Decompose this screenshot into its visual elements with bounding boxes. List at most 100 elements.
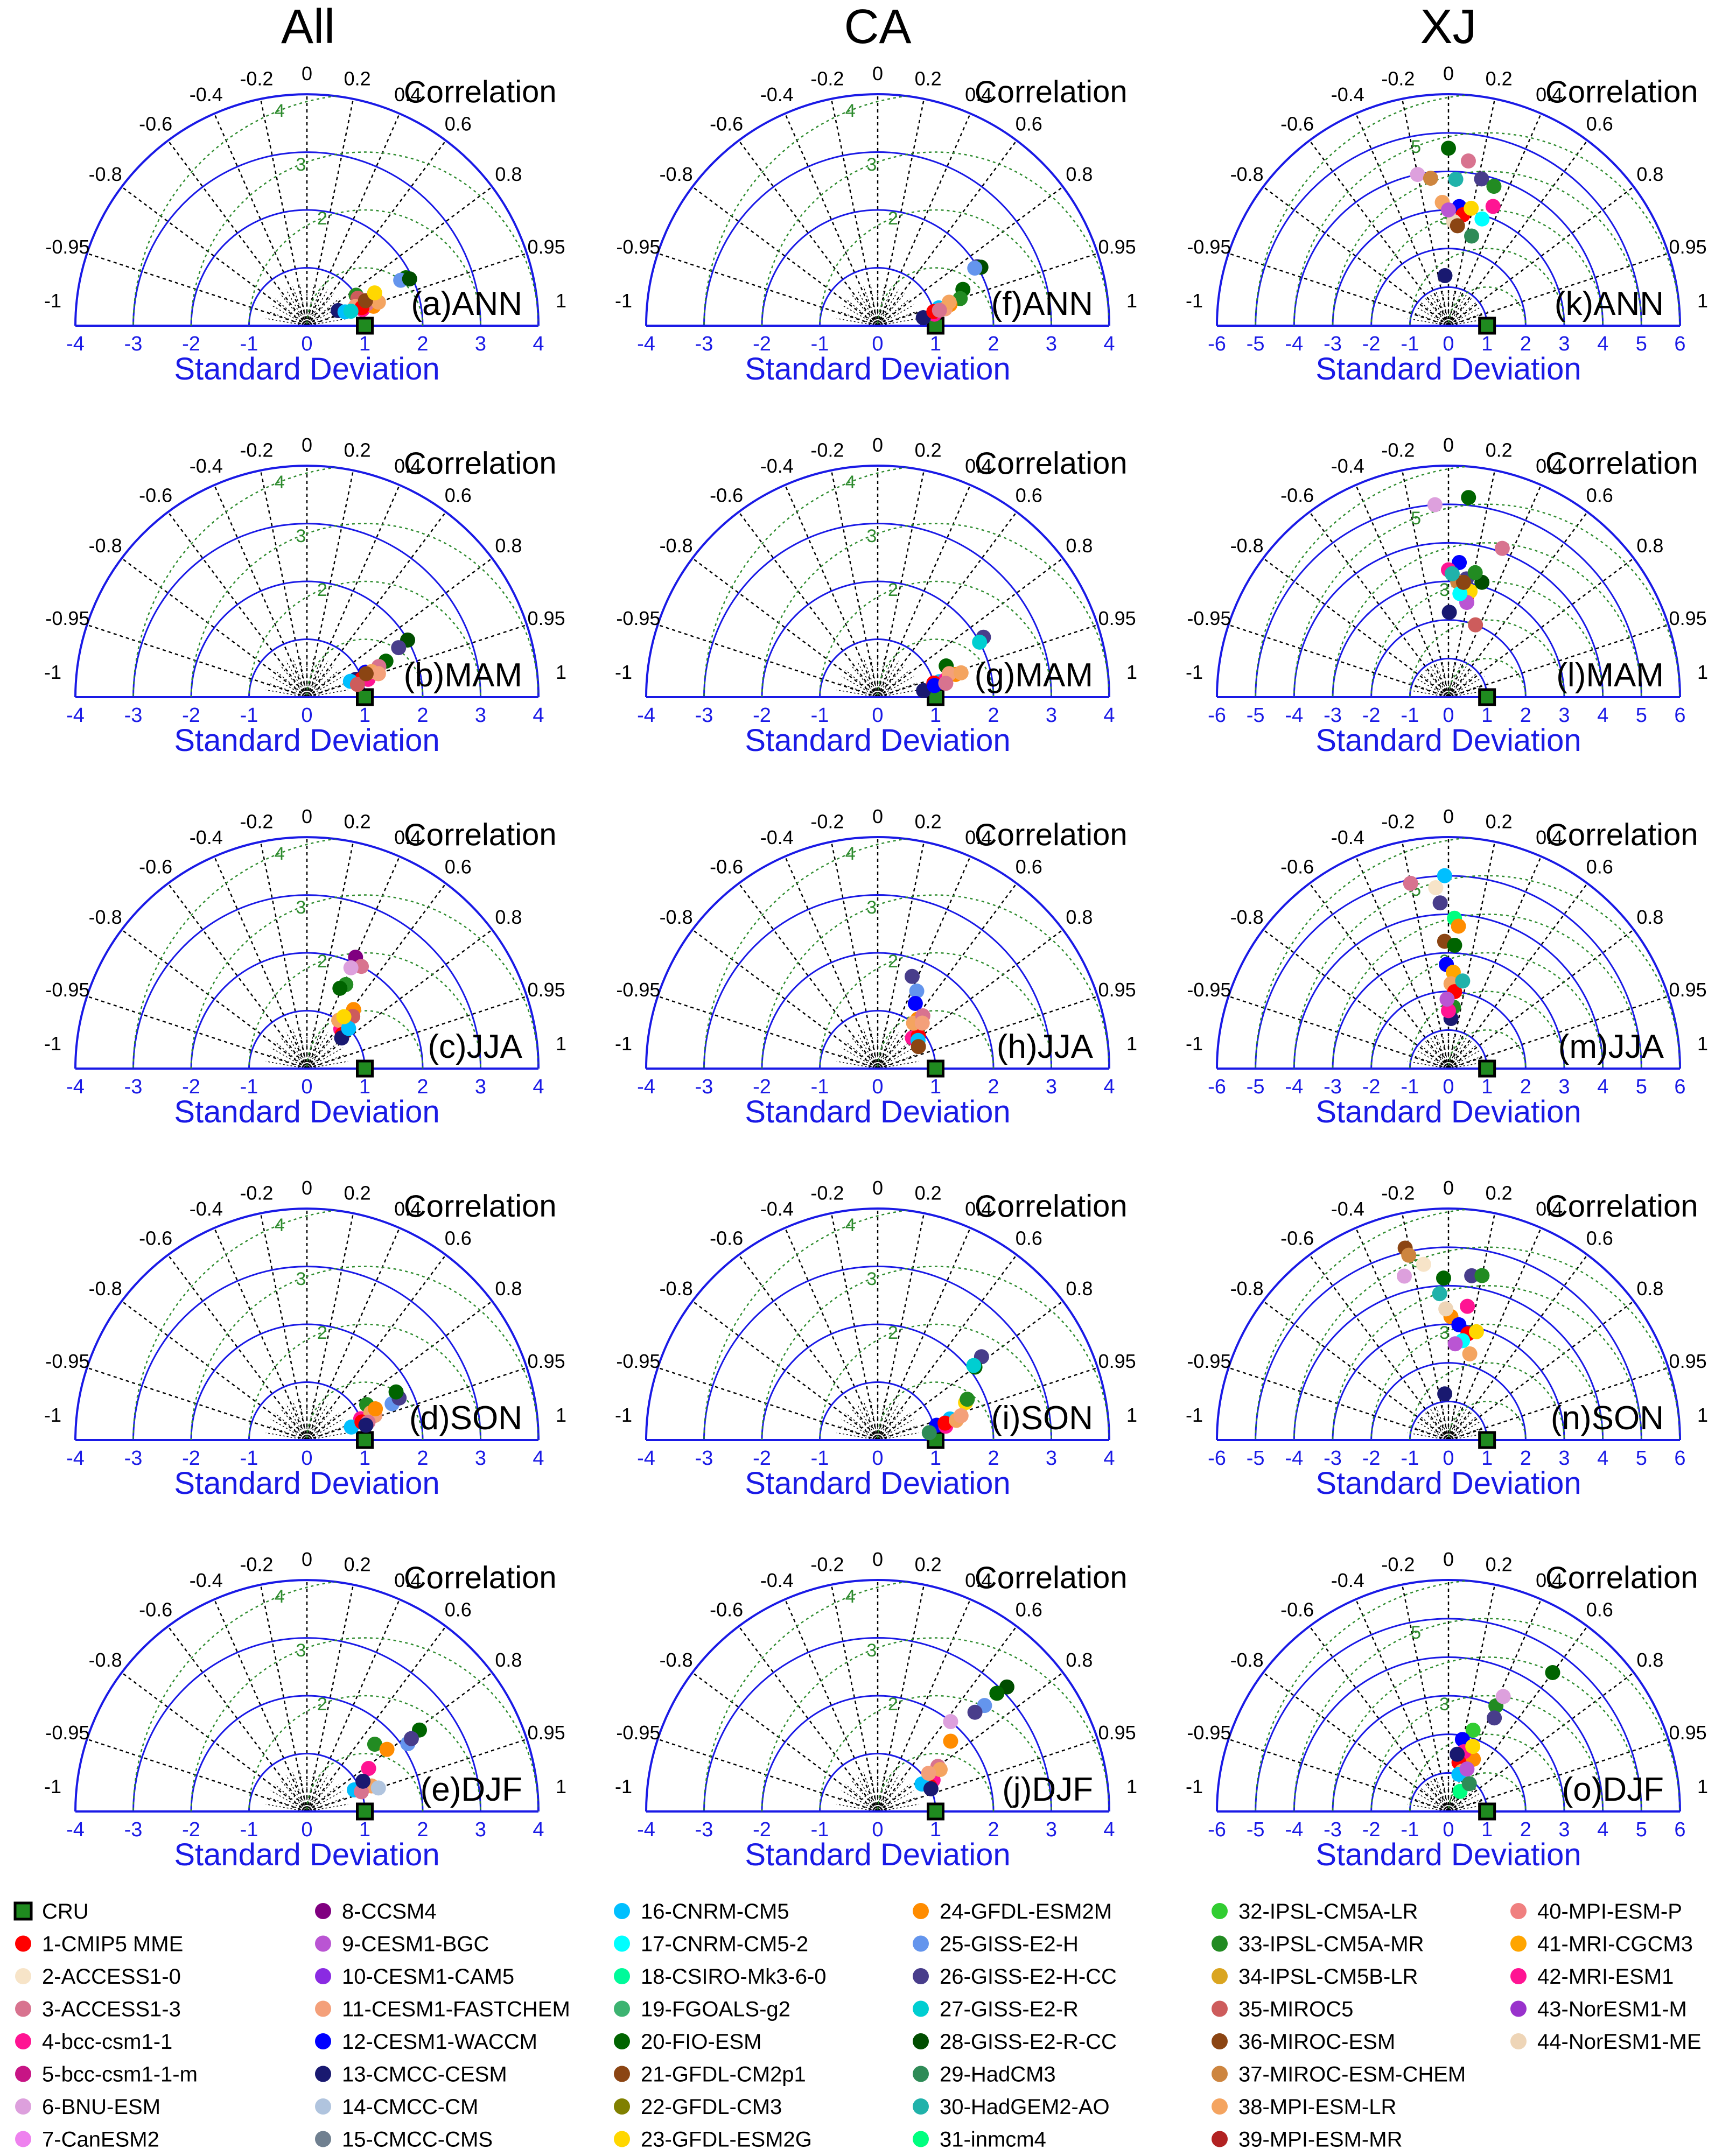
- origin-fan-line: [306, 670, 339, 698]
- legend-swatch: [1212, 2098, 1228, 2115]
- rms-arc: [1409, 1362, 1565, 1440]
- origin-fan-line: [841, 1418, 878, 1441]
- std-tick-label: -3: [1324, 704, 1342, 727]
- legend-item: 31-inmcm4: [913, 2128, 1046, 2152]
- legend-item: 38-MPI-ESM-LR: [1212, 2095, 1396, 2119]
- rms-arc: [877, 638, 995, 697]
- correlation-tick-label: 0.4: [1536, 1569, 1563, 1591]
- origin-fan-line: [856, 661, 878, 698]
- std-tick-label: 5: [1636, 1076, 1647, 1098]
- std-tick-label: -1: [811, 1818, 829, 1841]
- std-tick-label: -2: [182, 1076, 200, 1098]
- model-point: [367, 1737, 382, 1752]
- std-axis-title: Standard Deviation: [745, 1094, 1010, 1129]
- origin-fan-line: [1448, 1399, 1457, 1441]
- origin-fan-line: [306, 289, 328, 326]
- model-point: [358, 1417, 374, 1433]
- model-point: [379, 1741, 395, 1757]
- origin-fan-line: [841, 676, 878, 698]
- origin-fan-line: [268, 682, 307, 698]
- correlation-tick-label: -0.8: [1230, 1277, 1264, 1300]
- model-point: [1465, 1723, 1481, 1738]
- rms-arcs: [132, 466, 538, 697]
- legend-label: 38-MPI-ESM-LR: [1238, 2095, 1396, 2119]
- reference-point: [1478, 1059, 1496, 1078]
- correlation-tick-label: 0.6: [445, 113, 472, 135]
- correlation-tick-label: -0.4: [760, 1198, 794, 1220]
- legend-item: 11-CESM1-FASTCHEM: [315, 1998, 570, 2021]
- rms-arc: [1370, 1323, 1604, 1440]
- model-point: [1447, 937, 1462, 953]
- correlation-tick-label: -1: [44, 1404, 61, 1426]
- legend-swatch: [913, 1903, 929, 1919]
- correlation-tick-label: -1: [1186, 661, 1203, 683]
- std-arc: [1409, 657, 1488, 698]
- legend-item: 23-GFDL-ESM2G: [614, 2128, 812, 2152]
- origin-fan-line: [306, 293, 334, 326]
- correlation-tick-label: 0.6: [1586, 1227, 1613, 1249]
- std-tick-label: 1: [1481, 1076, 1493, 1098]
- origin-fan-line: [1433, 658, 1449, 698]
- std-tick-label: 4: [533, 1447, 544, 1470]
- origin-fan-line: [836, 1061, 878, 1069]
- std-tick-label: -4: [1285, 1076, 1303, 1098]
- legend: CRU 1-CMIP5 MME 2-ACCESS1-0 3-ACCESS1-3 4-bc…: [13, 1900, 1702, 2152]
- origin-fan-line: [1427, 289, 1449, 326]
- legend-swatch: [15, 2131, 31, 2147]
- std-arc: [74, 836, 540, 1069]
- correlation-tick-label: -0.8: [1230, 535, 1264, 557]
- panel-label: (a)ANN: [411, 285, 522, 322]
- model-point: [1461, 490, 1476, 505]
- legend-item: 44-NorESM1-ME: [1510, 2030, 1702, 2054]
- correlation-tick-label: 0.2: [344, 1553, 371, 1575]
- legend-label: 7-CanESM2: [42, 2128, 159, 2152]
- std-tick-label: -6: [1208, 704, 1226, 727]
- std-tick-label: -2: [182, 1818, 200, 1841]
- correlation-axis-label: Correlation: [404, 446, 557, 481]
- std-tick-label: -3: [124, 1818, 143, 1841]
- std-tick-label: -3: [1324, 333, 1342, 355]
- correlation-tick-label: -0.4: [760, 83, 794, 106]
- model-point: [967, 1704, 983, 1720]
- correlation-tick-label: -0.6: [1280, 1599, 1314, 1621]
- rms-arc: [1409, 619, 1565, 697]
- rms-label: 3: [866, 1640, 877, 1661]
- rms-arc: [306, 1753, 424, 1811]
- taylor-panel: 3 5 -1 -0.95 -0.8 -0.6 -0.4 -0.2 0 0.2 0.4 0.6 0.8 0.…: [1186, 1177, 1708, 1501]
- correlation-tick-label: 0: [1443, 434, 1454, 456]
- model-point: [1495, 1689, 1511, 1704]
- correlation-tick-label: 0.4: [1536, 455, 1563, 477]
- origin-fan-line: [1433, 1772, 1449, 1812]
- correlation-tick-label: -0.8: [1230, 1649, 1264, 1671]
- model-point: [370, 1780, 386, 1796]
- origin-fan-line: [292, 1401, 307, 1441]
- model-point: [989, 1686, 1005, 1701]
- rms-label: 4: [275, 472, 285, 493]
- std-arc: [190, 1323, 424, 1441]
- std-tick-label: 3: [475, 1447, 486, 1470]
- rms-arc: [306, 267, 424, 326]
- taylor-panel: 2 3 4 -1 -0.95 -0.8 -0.6 -0.4 -0.2 0 0.2 0.4 0.6 0.8 0…: [615, 1548, 1137, 1872]
- legend-label: 24-GFDL-ESM2M: [940, 1900, 1112, 1923]
- rms-arcs: [1255, 1580, 1680, 1811]
- legend-label: 33-IPSL-CM5A-MR: [1238, 1933, 1424, 1956]
- correlation-tick-label: 0.8: [495, 906, 522, 928]
- model-point: [1545, 1665, 1560, 1680]
- rms-label: 3: [1439, 580, 1450, 600]
- column-title-xj: XJ: [1420, 0, 1476, 54]
- model-point: [1474, 171, 1489, 187]
- model-point: [938, 676, 954, 691]
- origin-fan-line: [1448, 1027, 1457, 1069]
- model-point: [1468, 617, 1483, 633]
- correlation-tick-label: -0.8: [660, 535, 693, 557]
- legend-item: 43-NorESM1-M: [1510, 1998, 1687, 2021]
- origin-fan-line: [877, 1790, 914, 1812]
- correlation-tick-label: 0.6: [1016, 1599, 1042, 1621]
- legend-item: 12-CESM1-WACCM: [315, 2030, 537, 2054]
- rms-arc: [1293, 875, 1680, 1069]
- correlation-tick-label: -0.2: [810, 1182, 844, 1204]
- std-arc: [1293, 542, 1604, 698]
- correlation-tick-label: 0.6: [1016, 113, 1042, 135]
- correlation-tick-label: 0.2: [1486, 810, 1513, 832]
